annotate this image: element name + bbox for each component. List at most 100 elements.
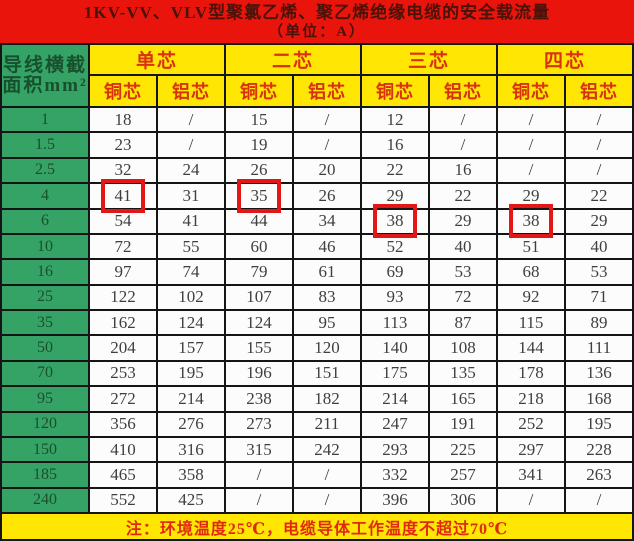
table-cell: 23: [88, 131, 158, 159]
table-cell: 41: [88, 178, 158, 213]
table-cell: /: [292, 131, 362, 159]
table-cell: 38: [496, 204, 566, 239]
table-row: 70 253 195 196 151 175 135 178 136: [0, 359, 634, 388]
footer-note: 注：环境温度25℃，电缆导体工作温度不超过70℃: [0, 514, 634, 541]
table-cell: 140: [360, 334, 430, 362]
table-cell: /: [292, 105, 362, 134]
table-cell: 107: [224, 283, 294, 312]
table-cell: 195: [564, 410, 634, 438]
table-cell: 22: [360, 156, 430, 185]
table-cell: 410: [88, 435, 158, 464]
table-cell: 35: [224, 178, 294, 213]
table-cell: 341: [496, 461, 566, 489]
table-cell: 135: [428, 359, 498, 388]
table-cell: 165: [428, 385, 498, 413]
row-label-cross-section: 50: [0, 334, 90, 362]
table-cell: 252: [496, 410, 566, 438]
table-cell: 16: [428, 156, 498, 185]
table-cell: 191: [428, 410, 498, 438]
table-row: 50 204 157 155 120 140 108 144 111: [0, 334, 634, 362]
column-header-copper: 铜芯: [360, 74, 430, 108]
table-cell: 214: [360, 385, 430, 413]
table-cell: 40: [428, 232, 498, 261]
table-cell: 253: [88, 359, 158, 388]
table-cell: 293: [360, 435, 430, 464]
column-header-aluminum: 铝芯: [564, 74, 634, 108]
table-cell: 41: [156, 207, 226, 235]
table-cell: 32: [88, 156, 158, 185]
table-cell: /: [428, 131, 498, 159]
table-row: 6 54 41 44 34 38 29 38 29: [0, 204, 634, 239]
table-cell: 115: [496, 308, 566, 337]
table-cell: 93: [360, 283, 430, 312]
table-cell: 247: [360, 410, 430, 438]
table-cell: 425: [156, 486, 226, 515]
table-cell: /: [156, 131, 226, 159]
row-label-cross-section: 10: [0, 232, 90, 261]
column-header-copper: 铜芯: [496, 74, 566, 108]
table-cell: 19: [224, 131, 294, 159]
table-cell: 24: [156, 156, 226, 185]
table-cell: 26: [224, 156, 294, 185]
table-cell: 38: [360, 204, 430, 239]
table-cell: 20: [292, 156, 362, 185]
table-cell: 122: [88, 283, 158, 312]
column-header-aluminum: 铝芯: [428, 74, 498, 108]
row-label-cross-section: 2.5: [0, 156, 90, 185]
table-cell: 60: [224, 232, 294, 261]
table-cell: /: [428, 105, 498, 134]
table-cell: 29: [496, 182, 566, 210]
ampacity-data-table: 导线横截 面积mm² 单芯 二芯 三芯 四芯 铜芯 铝芯 铜芯 铝芯 铜芯 铝芯…: [0, 43, 634, 515]
table-cell: 72: [88, 232, 158, 261]
table-title-band: 1KV-VV、VLV型聚氯乙烯、聚乙烯绝缘电缆的安全载流量 （单位：A）: [0, 0, 634, 43]
table-cell: 465: [88, 461, 158, 489]
table-cell: 53: [428, 258, 498, 286]
table-cell: 26: [292, 182, 362, 210]
table-cell: 272: [88, 385, 158, 413]
table-cell: 124: [224, 308, 294, 337]
table-cell: 196: [224, 359, 294, 388]
table-row: 185 465 358//332 257 341 263: [0, 461, 634, 489]
table-cell: 162: [88, 308, 158, 337]
table-cell: 175: [360, 359, 430, 388]
table-cell: 97: [88, 258, 158, 286]
table-cell: 22: [564, 182, 634, 210]
table-cell: 168: [564, 385, 634, 413]
table-cell: 40: [564, 232, 634, 261]
row-label-cross-section: 4: [0, 182, 90, 210]
table-cell: /: [224, 486, 294, 515]
table-cell: 358: [156, 461, 226, 489]
table-title: 1KV-VV、VLV型聚氯乙烯、聚乙烯绝缘电缆的安全载流量: [83, 2, 551, 22]
row-label-cross-section: 240: [0, 486, 90, 515]
column-header-copper: 铜芯: [88, 74, 158, 108]
row-label-cross-section: 95: [0, 385, 90, 413]
column-header-copper: 铜芯: [224, 74, 294, 108]
table-cell: 195: [156, 359, 226, 388]
table-cell: 15: [224, 105, 294, 134]
table-cell: 356: [88, 410, 158, 438]
column-header-aluminum: 铝芯: [156, 74, 226, 108]
table-cell: /: [496, 486, 566, 515]
table-cell: /: [564, 105, 634, 134]
table-cell: 332: [360, 461, 430, 489]
table-cell: 68: [496, 258, 566, 286]
table-cell: 155: [224, 334, 294, 362]
row-header-line1: 导线横截: [2, 54, 87, 76]
table-row: 240 552 425//396 306//: [0, 486, 634, 515]
table-cell: 79: [224, 258, 294, 286]
table-cell: 214: [156, 385, 226, 413]
table-cell: 34: [292, 207, 362, 235]
table-cell: 211: [292, 410, 362, 438]
table-cell: 74: [156, 258, 226, 286]
table-cell: 52: [360, 232, 430, 261]
table-cell: 276: [156, 410, 226, 438]
table-row: 4 41 31 35 26 29 22 29 22: [0, 178, 634, 213]
table-cell: 22: [428, 182, 498, 210]
table-cell: 136: [564, 359, 634, 388]
table-row: 120 356 276 273 211 247 191 252 195: [0, 410, 634, 438]
table-cell: /: [224, 461, 294, 489]
table-cell: 157: [156, 334, 226, 362]
row-header-cell: 导线横截 面积mm²: [0, 43, 90, 108]
row-label-cross-section: 1.5: [0, 131, 90, 159]
